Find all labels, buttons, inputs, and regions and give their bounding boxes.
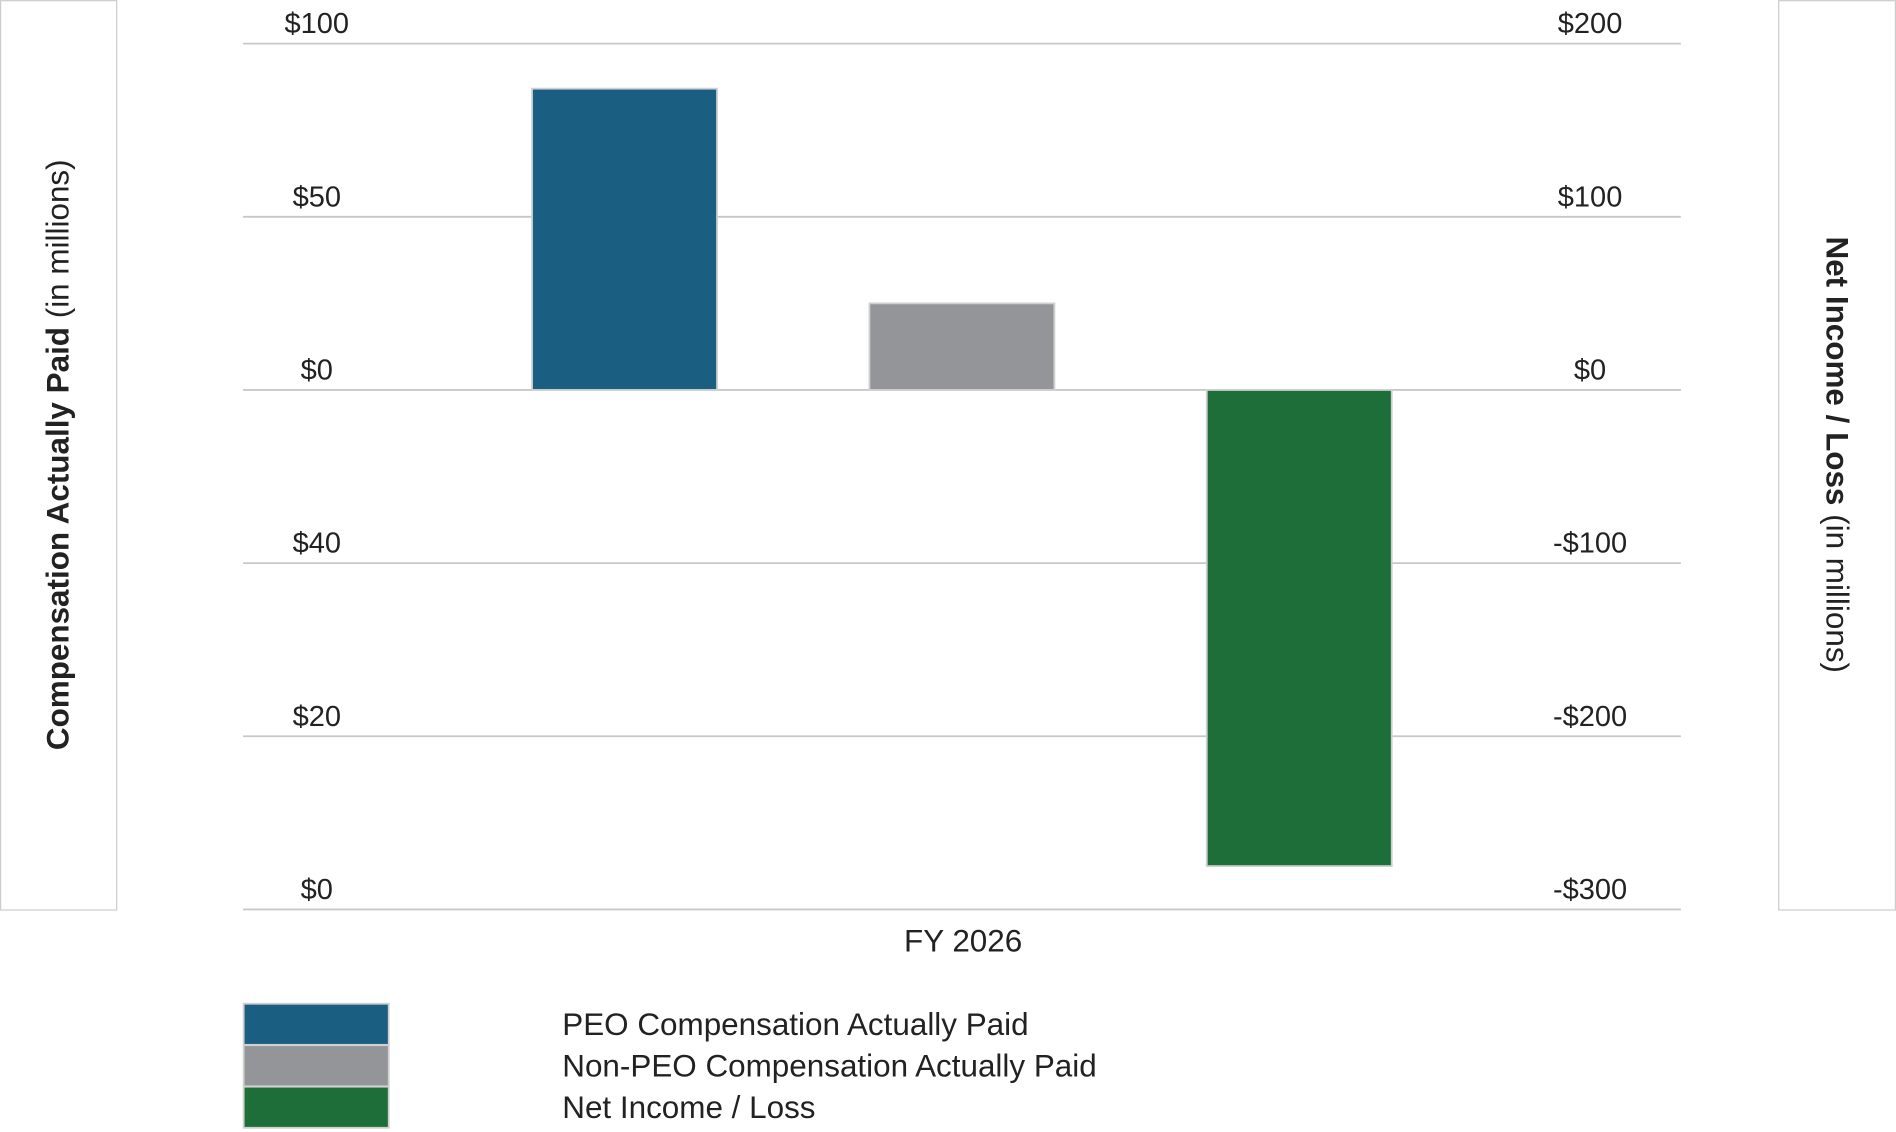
y2-tick-label: $100 <box>1558 181 1623 213</box>
y2-axis-title-main: Net Income / Loss <box>1819 236 1854 505</box>
y-tick-label: $50 <box>293 181 341 213</box>
legend-swatch <box>242 1002 390 1046</box>
bar <box>531 87 718 391</box>
y2-tick-label: $200 <box>1558 8 1623 40</box>
y-axis-title: Compensation Actually Paid (in millions) <box>41 159 76 750</box>
y-axis-title-main: Compensation Actually Paid <box>41 327 76 750</box>
legend-swatch <box>242 1085 390 1129</box>
y2-tick-label: -$200 <box>1553 701 1627 733</box>
y-tick-label: $0 <box>301 354 333 386</box>
y2-tick-label: -$100 <box>1553 528 1627 560</box>
y2-tick-label: -$300 <box>1553 874 1627 906</box>
y2-tick-label: $0 <box>1574 354 1606 386</box>
legend-label: Net Income / Loss <box>562 1090 815 1125</box>
y-tick-label: $0 <box>301 874 333 906</box>
y2-axis-title-unit: (in millions) <box>1819 514 1854 673</box>
bar <box>868 302 1056 391</box>
x-tick-label: FY 2026 <box>904 924 1022 959</box>
right-axis-frame <box>1778 0 1896 911</box>
y-axis-title-unit: (in millions) <box>41 159 76 318</box>
y-tick-label: $20 <box>293 701 341 733</box>
legend-label: PEO Compensation Actually Paid <box>562 1007 1028 1042</box>
legend-label: Non-PEO Compensation Actually Paid <box>562 1048 1096 1083</box>
y-tick-label: $100 <box>285 8 350 40</box>
left-axis-frame <box>0 0 118 911</box>
y2-axis-title: Net Income / Loss (in millions) <box>1819 236 1854 673</box>
legend-swatch <box>242 1044 390 1088</box>
y-tick-label: $40 <box>293 528 341 560</box>
bar <box>1205 389 1393 868</box>
